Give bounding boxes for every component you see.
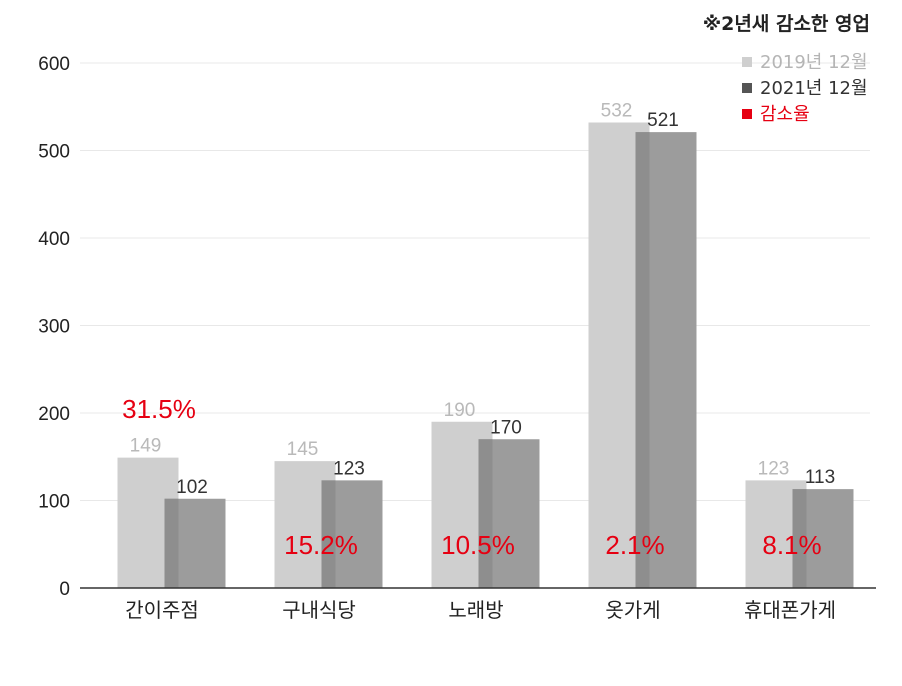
legend-label: 2019년 12월: [760, 52, 868, 73]
x-category-label: 휴대폰가게: [744, 598, 836, 622]
y-tick-label: 100: [38, 492, 70, 513]
value-label-2019: 123: [758, 458, 790, 479]
x-category-label: 옷가게: [605, 598, 660, 622]
y-tick-label: 500: [38, 142, 70, 163]
y-tick-label: 400: [38, 229, 70, 250]
value-label-2019: 149: [130, 436, 162, 457]
y-tick-label: 300: [38, 317, 70, 338]
bars: [117, 122, 854, 588]
value-label-2019: 145: [287, 439, 319, 460]
bar-overlap: [478, 439, 493, 588]
x-category-label: 구내식당: [282, 598, 356, 622]
value-label-2019: 532: [601, 101, 633, 122]
value-label-2021: 102: [176, 477, 208, 498]
x-category-label: 간이주점: [125, 598, 199, 622]
y-tick-label: 200: [38, 404, 70, 425]
value-label-2021: 521: [647, 110, 679, 131]
y-axis-ticks: 0 100 200 300 400 500 600: [38, 54, 70, 600]
x-axis-categories: 간이주점 구내식당 노래방 옷가게 휴대폰가게: [125, 598, 836, 622]
y-tick-label: 0: [59, 579, 70, 600]
legend-label: 2021년 12월: [760, 78, 868, 99]
value-label-2021: 170: [490, 417, 522, 438]
value-label-2021: 123: [333, 458, 365, 479]
y-tick-label: 600: [38, 54, 70, 75]
grid-lines: [80, 62, 870, 501]
bar-overlap: [792, 489, 807, 588]
rate-label: 8.1%: [762, 530, 821, 560]
rate-label: 10.5%: [441, 530, 515, 560]
bar-overlap: [164, 498, 179, 588]
bar-overlap: [635, 132, 650, 588]
legend-swatch: [742, 57, 752, 67]
value-label-2019: 190: [444, 400, 476, 421]
rate-label: 31.5%: [122, 394, 196, 424]
legend-label: 감소율: [760, 104, 810, 125]
chart-note: ※2년새 감소한 영업: [703, 13, 870, 35]
legend-swatch: [742, 109, 752, 119]
x-category-label: 노래방: [448, 598, 503, 622]
rate-label: 2.1%: [605, 530, 664, 560]
value-label-2021: 113: [805, 467, 835, 488]
rate-label: 15.2%: [284, 530, 358, 560]
bar-overlap: [321, 480, 336, 588]
legend-swatch: [742, 83, 752, 93]
data-labels: 149 102 31.5% 145 123 15.2% 190 170 10.5% 532 521 2…: [122, 101, 835, 561]
